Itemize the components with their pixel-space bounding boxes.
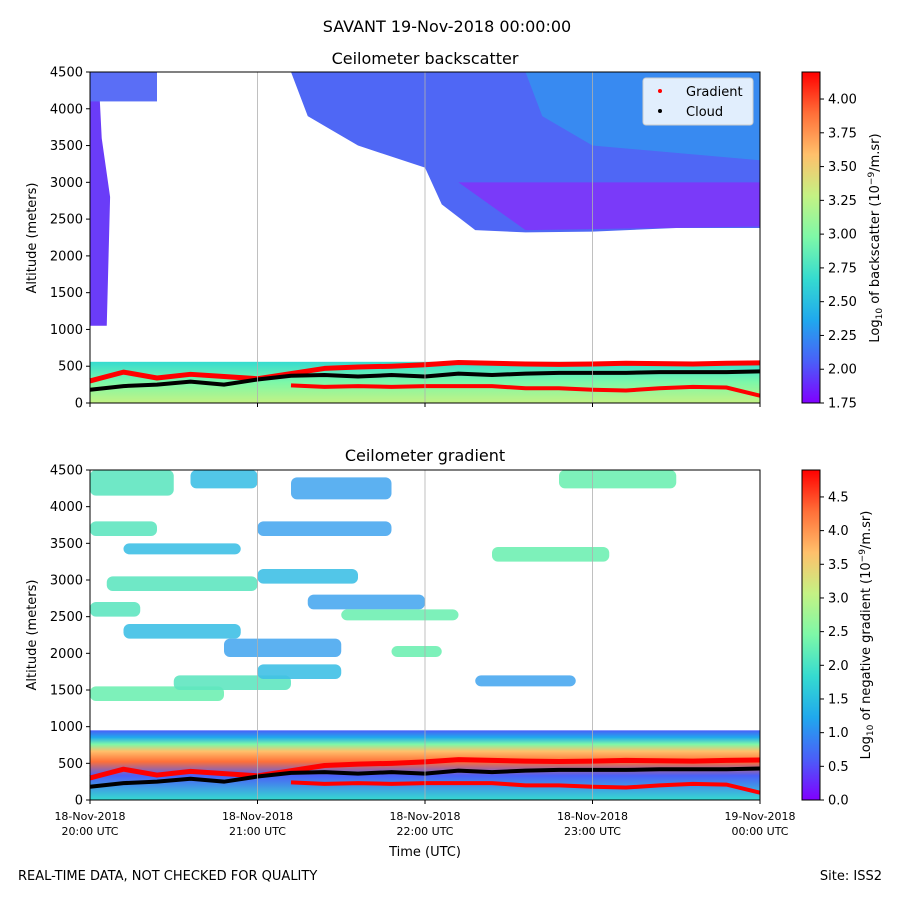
gradient-patch [257,569,358,584]
gradient-patch [257,664,342,679]
colorbar-tick-label: 4.00 [828,93,857,108]
x-axis-label: Time (UTC) [388,845,461,860]
legend-gradient-marker [658,89,662,93]
backscatter-gradient-lower-line [290,383,761,398]
colorbar-tick-label: 2.75 [828,261,857,276]
gradient-patch [291,477,392,500]
y-tick-label: 4000 [50,102,83,117]
y-tick-label: 4500 [50,66,83,81]
legend: Gradient Cloud [642,77,754,126]
colorbar-tick-label: 3.5 [828,558,849,573]
y-tick-label: 3000 [50,176,83,191]
gradient-title: Ceilometer gradient [345,446,505,465]
colorbar-tick-label: 1.75 [828,397,857,412]
colorbar-tick-label: 2.00 [828,363,857,378]
gradient-ylabel: Altitude (meters) [25,580,40,691]
gradient-patch [173,675,291,690]
gradient-patch [106,576,258,591]
colorbar-tick-label: 1.5 [828,692,849,707]
gradient-colorbar-label: Log10 of negative gradient (10−9/m.sr) [858,511,876,760]
gradient-gradient-lower-line [290,780,761,795]
y-tick-label: 3000 [50,574,83,589]
colorbar-tick-label: 0.0 [828,794,849,809]
x-tick-date: 18-Nov-2018 [557,810,628,823]
colorbar-tick-label: 2.50 [828,295,857,310]
colorbar-tick-label: 1.0 [828,726,849,741]
legend-gradient-label: Gradient [686,85,743,100]
colorbar-tick-label: 2.25 [828,329,857,344]
footer-site: Site: ISS2 [819,869,882,884]
gradient-patch [190,470,258,489]
backscatter-top-left-cloud [90,72,157,102]
legend-cloud-marker [658,109,662,113]
y-tick-label: 2500 [50,213,83,228]
y-tick-label: 3500 [50,537,83,552]
colorbar-tick-label: 2.5 [828,625,849,640]
colorbar-tick-label: 3.50 [828,160,857,175]
gradient-patch [492,547,610,562]
backscatter-colorbar-label: Log10 of backscatter (10−9/m.sr) [867,133,885,342]
backscatter-colorbar: 4.00 3.75 3.50 3.25 3.00 2.75 2.50 2.25 2.00 1.75 [801,71,857,412]
gradient-colorbar: 4.5 4.0 3.5 3.0 2.5 2.0 1.5 1.0 0.5 0.0 [801,469,849,809]
gradient-patch [90,470,174,496]
backscatter-plot: 0 500 1000 1500 2000 2500 3000 3500 4000 4500 [50,66,761,412]
y-tick-label: 2000 [50,647,83,662]
x-axis: 18-Nov-2018 20:00 UTC 18-Nov-2018 21:00 UTC… [54,810,795,838]
colorbar-tick-label: 3.0 [828,591,849,606]
colorbar-tick-label: 3.00 [828,228,857,243]
x-tick-time: 21:00 UTC [229,825,286,838]
legend-cloud-label: Cloud [686,105,723,120]
backscatter-ylabel: Altitude (meters) [25,183,40,294]
colorbar-tick-label: 4.0 [828,524,849,539]
colorbar-tick-label: 2.0 [828,659,849,674]
y-tick-label: 1000 [50,720,83,735]
figure-title: SAVANT 19-Nov-2018 00:00:00 [323,17,571,36]
gradient-patch [90,602,141,617]
colorbar-tick-label: 3.25 [828,194,857,209]
y-tick-label: 1000 [50,323,83,338]
backscatter-cloud-base [458,182,760,231]
y-tick-label: 1500 [50,684,83,699]
gradient-patch [123,543,241,555]
y-tick-label: 0 [75,794,83,809]
y-tick-label: 2000 [50,249,83,264]
x-tick-time: 20:00 UTC [61,825,118,838]
colorbar-tick-label: 0.5 [828,760,849,775]
y-tick-label: 500 [58,360,83,375]
y-tick-label: 4000 [50,500,83,515]
x-tick-time: 00:00 UTC [731,825,788,838]
gradient-plot: 0 500 1000 1500 2000 2500 3000 3500 4000 4500 [50,464,761,809]
x-tick-date: 19-Nov-2018 [724,810,795,823]
gradient-patch [341,609,459,621]
y-tick-label: 0 [75,397,83,412]
gradient-patch [307,594,425,610]
gradient-patch [475,675,576,687]
y-tick-label: 4500 [50,464,83,479]
gradient-patch [559,470,677,489]
y-tick-label: 2500 [50,610,83,625]
gradient-patch [257,521,392,536]
footer-disclaimer: REAL-TIME DATA, NOT CHECKED FOR QUALITY [18,869,318,884]
colorbar-gradient [801,71,821,404]
x-tick-time: 23:00 UTC [564,825,621,838]
gradient-patch [90,521,157,536]
backscatter-left-cloud [90,72,111,326]
y-tick-label: 1500 [50,286,83,301]
x-tick-date: 18-Nov-2018 [389,810,460,823]
gradient-patch [224,638,342,657]
colorbar-gradient [801,469,821,801]
y-tick-label: 500 [58,757,83,772]
x-tick-date: 18-Nov-2018 [222,810,293,823]
x-tick-time: 22:00 UTC [396,825,453,838]
colorbar-tick-label: 4.5 [828,490,849,505]
gradient-patch [391,646,442,657]
backscatter-title: Ceilometer backscatter [332,49,519,68]
y-tick-label: 3500 [50,139,83,154]
gradient-patch [123,624,241,639]
colorbar-tick-label: 3.75 [828,126,857,141]
x-tick-date: 18-Nov-2018 [54,810,125,823]
